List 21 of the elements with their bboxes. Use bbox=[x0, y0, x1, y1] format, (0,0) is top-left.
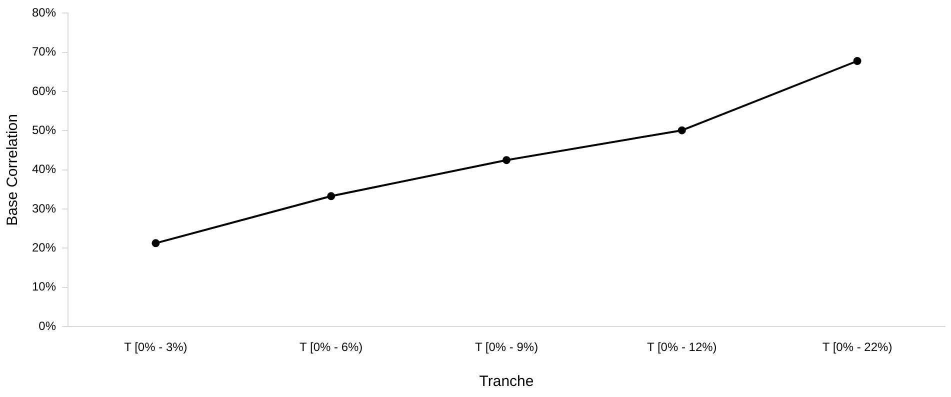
y-tick-label: 20% bbox=[32, 240, 56, 255]
y-tick-label: 70% bbox=[32, 44, 56, 59]
point bbox=[152, 239, 160, 248]
point bbox=[327, 192, 336, 200]
x-tick-label: T [0% - 9%) bbox=[474, 340, 538, 354]
y-tick-label: 30% bbox=[32, 201, 56, 216]
point bbox=[678, 126, 686, 134]
y-tick-label: 60% bbox=[32, 84, 56, 98]
point bbox=[502, 156, 511, 164]
point bbox=[853, 56, 862, 65]
y-tick-label: 80% bbox=[32, 6, 56, 20]
y-tick-label: 50% bbox=[32, 123, 56, 138]
x-tick-label: T [0% - 6%) bbox=[300, 340, 363, 354]
x-axis-title: Tranche bbox=[479, 373, 534, 390]
y-tick-label: 10% bbox=[32, 280, 56, 294]
y-tick-label: 40% bbox=[32, 162, 56, 176]
x-tick-label: T [0% - 3%) bbox=[124, 340, 188, 354]
y-axis-title: Base Correlation bbox=[4, 114, 22, 226]
y-tick-label: 0% bbox=[38, 318, 56, 333]
x-tick-label: T [0% - 12%) bbox=[647, 340, 717, 354]
x-tick-label: T [0% - 22%) bbox=[822, 340, 892, 354]
